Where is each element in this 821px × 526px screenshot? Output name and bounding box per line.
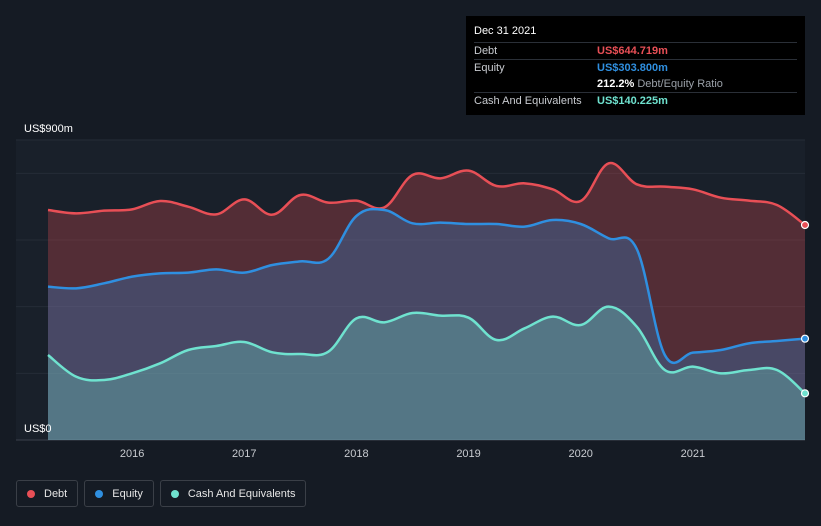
- end-marker-cash: [800, 389, 810, 398]
- y-axis-labels: US$900m US$0: [24, 123, 73, 435]
- line-equity: [47, 207, 806, 364]
- tooltip-ratio-label: Debt/Equity Ratio: [637, 78, 723, 90]
- y-tick-label-bottom: US$0: [24, 423, 52, 435]
- legend-debt-swatch: [27, 489, 35, 498]
- legend-cash-label: Cash And Equivalents: [187, 487, 296, 500]
- area-cash: [48, 306, 805, 440]
- plot-background: [16, 140, 805, 440]
- tooltip-cash-value: US$140.225m: [597, 95, 668, 107]
- tooltip-row-debt: Debt US$644.719m: [474, 42, 797, 59]
- x-tick-label: 2017: [232, 448, 256, 460]
- series-areas: [48, 163, 805, 440]
- x-tick-label: 2021: [681, 448, 705, 460]
- legend-equity-swatch: [95, 489, 104, 498]
- x-tick-label: 2016: [120, 448, 144, 460]
- grid-lines: [16, 139, 805, 441]
- legend-equity-label: Equity: [112, 487, 143, 500]
- legend-equity[interactable]: Equity: [84, 480, 154, 507]
- tooltip-row-equity: Equity US$303.800m: [474, 59, 797, 76]
- tooltip-date: Dec 31 2021: [474, 25, 537, 37]
- data-tooltip: Dec 31 2021 Debt US$644.719m Equity US$3…: [466, 16, 805, 115]
- line-debt: [47, 161, 806, 227]
- end-marker-debt: [800, 220, 810, 230]
- legend-debt-label: Debt: [44, 487, 68, 500]
- end-marker-equity: [800, 334, 810, 343]
- area-debt: [48, 163, 805, 440]
- tooltip-equity-label: Equity: [474, 62, 505, 74]
- tooltip-row-ratio: 212.2% Debt/Equity Ratio: [474, 76, 797, 92]
- line-cash: [47, 305, 806, 395]
- x-axis-labels: 2016 2017 2018 2019 2020 2021: [120, 448, 705, 460]
- tooltip-debt-value: US$644.719m: [597, 45, 668, 57]
- tooltip-cash-label: Cash And Equivalents: [474, 95, 582, 107]
- area-equity: [48, 209, 805, 440]
- x-tick-label: 2020: [568, 448, 592, 460]
- tooltip-row-cash: Cash And Equivalents US$140.225m: [474, 92, 797, 109]
- legend-debt[interactable]: Debt: [16, 480, 79, 507]
- chart-legend: Debt Equity Cash And Equivalents: [16, 480, 307, 507]
- x-tick-label: 2019: [456, 448, 480, 460]
- legend-cash[interactable]: Cash And Equivalents: [159, 480, 307, 507]
- tooltip-ratio-value: 212.2%: [597, 78, 635, 90]
- legend-cash-swatch: [170, 489, 179, 498]
- y-tick-label-top: US$900m: [24, 123, 73, 135]
- tooltip-debt-label: Debt: [474, 45, 498, 57]
- series-end-markers: [800, 220, 810, 398]
- x-tick-label: 2018: [344, 448, 368, 460]
- series-lines: [47, 161, 806, 395]
- tooltip-equity-value: US$303.800m: [597, 62, 668, 74]
